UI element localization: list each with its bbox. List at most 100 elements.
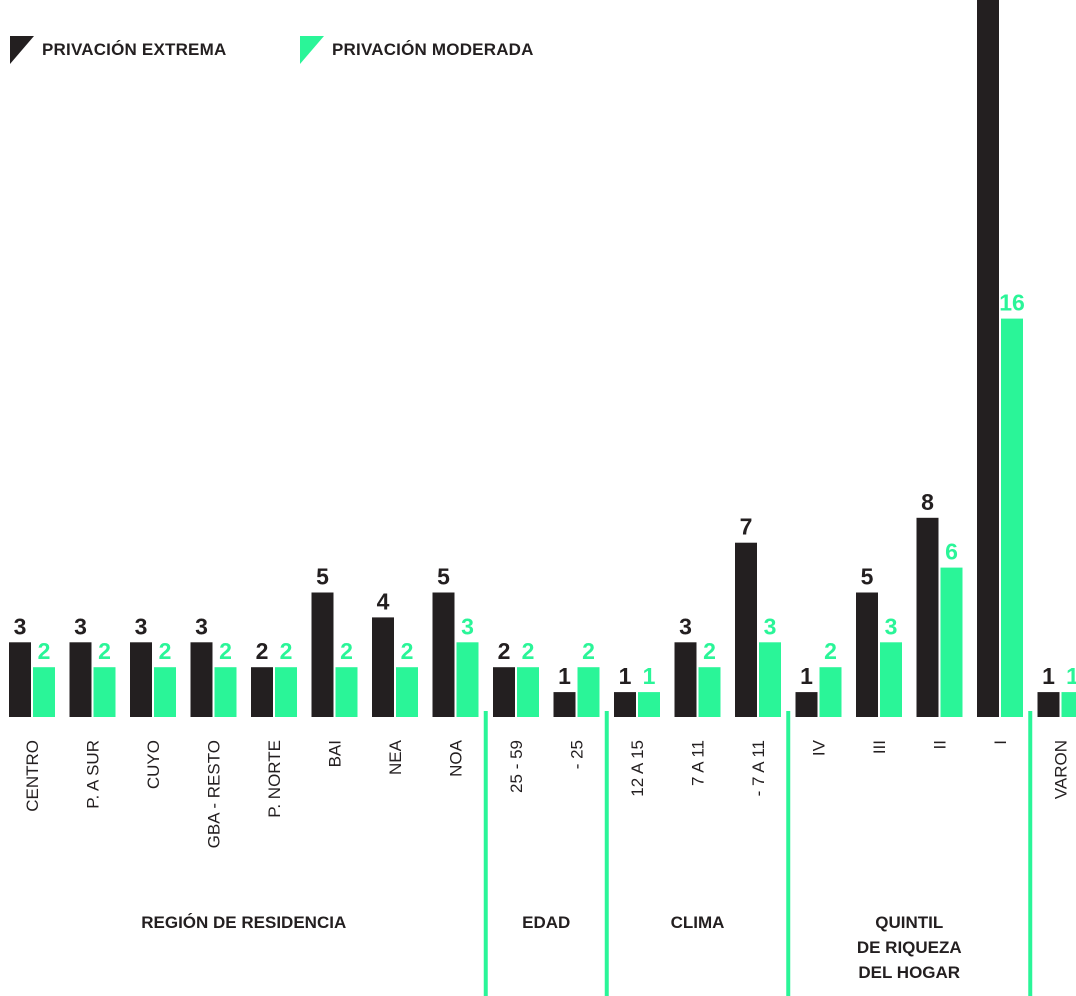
bar-moderate	[456, 642, 479, 717]
bar-extreme	[1037, 692, 1060, 717]
bar-extreme	[795, 692, 818, 717]
data-label-moderate: 2	[522, 638, 535, 664]
bar-extreme	[372, 617, 394, 717]
bar-extreme	[916, 517, 939, 717]
category-label: 12 A 15	[628, 740, 647, 797]
data-label-extreme: 1	[619, 663, 632, 689]
bar-moderate	[698, 667, 721, 717]
data-label-extreme: 1	[558, 663, 571, 689]
group-label: DEL HOGAR	[858, 963, 960, 982]
data-label-moderate: 3	[461, 613, 474, 639]
data-label-moderate: 1	[643, 663, 656, 689]
bar-moderate	[819, 667, 842, 717]
bar-moderate	[335, 667, 358, 717]
category-label: CENTRO	[23, 740, 42, 812]
bar-extreme	[311, 592, 334, 717]
category-label: CUYO	[144, 740, 163, 789]
bar-extreme	[735, 542, 757, 717]
category-label: 25 - 59	[507, 740, 526, 793]
category-label: NEA	[386, 739, 405, 775]
bar-extreme	[130, 642, 152, 717]
data-label-extreme: 3	[195, 613, 208, 639]
data-label-extreme: 4	[377, 588, 390, 614]
bar-extreme	[251, 667, 273, 717]
category-label: P. A SUR	[84, 740, 103, 809]
legend-item-extreme: PRIVACIÓN EXTREMA	[10, 36, 226, 64]
bar-extreme	[9, 642, 31, 717]
data-label-moderate: 3	[764, 613, 777, 639]
bar-extreme	[493, 667, 515, 717]
data-label-moderate: 2	[98, 638, 111, 664]
data-label-extreme: 1	[800, 663, 813, 689]
category-label: III	[870, 740, 889, 754]
bar-moderate	[1061, 692, 1076, 717]
bar-extreme	[69, 642, 92, 717]
data-label-extreme: 2	[498, 638, 511, 664]
data-label-moderate: 2	[38, 638, 51, 664]
bar-moderate	[517, 667, 539, 717]
data-label-extreme: 7	[740, 514, 753, 540]
category-label: GBA - RESTO	[205, 740, 224, 848]
category-label: 7 A 11	[689, 740, 708, 786]
bar-extreme	[190, 642, 213, 717]
group-label: CLIMA	[671, 913, 725, 932]
data-label-extreme: 8	[921, 489, 934, 515]
data-label-moderate: 2	[401, 638, 414, 664]
bar-moderate	[275, 667, 297, 717]
bar-extreme	[432, 592, 455, 717]
category-label: P. NORTE	[265, 740, 284, 818]
bar-moderate	[577, 667, 600, 717]
category-label: IV	[810, 739, 829, 756]
category-label: VARON	[1052, 740, 1071, 799]
group-label: EDAD	[522, 913, 570, 932]
bar-moderate	[1001, 318, 1023, 717]
data-label-moderate: 16	[999, 290, 1025, 316]
bar-moderate	[638, 692, 660, 717]
bar-extreme	[614, 692, 636, 717]
data-label-moderate: 3	[885, 613, 898, 639]
bar-extreme	[856, 592, 878, 717]
data-label-extreme: 1	[1042, 663, 1055, 689]
legend-label-moderate: PRIVACIÓN MODERADA	[332, 40, 534, 59]
group-label: DE RIQUEZA	[857, 938, 962, 957]
data-label-extreme: 3	[135, 613, 148, 639]
bar-extreme	[674, 642, 697, 717]
data-label-moderate: 1	[1066, 663, 1076, 689]
bar-moderate	[940, 567, 963, 717]
data-label-moderate: 2	[703, 638, 716, 664]
category-label: II	[931, 740, 950, 749]
data-label-moderate: 2	[280, 638, 293, 664]
bar-moderate	[33, 667, 55, 717]
data-label-moderate: 2	[824, 638, 837, 664]
data-label-moderate: 6	[945, 539, 958, 565]
bar-moderate	[880, 642, 902, 717]
data-label-extreme: 5	[861, 564, 874, 590]
bar-moderate	[396, 667, 418, 717]
bar-extreme	[977, 0, 999, 717]
data-label-extreme: 3	[14, 613, 27, 639]
data-label-extreme: 3	[74, 613, 87, 639]
bar-moderate	[93, 667, 116, 717]
category-label: NOA	[447, 739, 466, 777]
bar-moderate	[214, 667, 237, 717]
data-label-extreme: 5	[316, 564, 329, 590]
data-label-extreme: 2	[256, 638, 269, 664]
category-label: - 25	[568, 740, 587, 769]
data-label-moderate: 2	[219, 638, 232, 664]
legend-item-moderate: PRIVACIÓN MODERADA	[300, 36, 534, 64]
bar-extreme	[553, 692, 576, 717]
category-label: BAI	[326, 740, 345, 767]
category-label: - 7 A 11	[749, 740, 768, 796]
group-label: QUINTIL	[875, 913, 943, 932]
group-label: REGIÓN DE RESIDENCIA	[141, 913, 346, 932]
legend-label-extreme: PRIVACIÓN EXTREMA	[42, 40, 227, 59]
data-label-moderate: 2	[159, 638, 172, 664]
data-label-extreme: 3	[679, 613, 692, 639]
bar-moderate	[759, 642, 781, 717]
data-label-moderate: 2	[582, 638, 595, 664]
category-label: I	[991, 740, 1010, 745]
data-label-extreme: 5	[437, 564, 450, 590]
data-label-moderate: 2	[340, 638, 353, 664]
bar-moderate	[154, 667, 176, 717]
